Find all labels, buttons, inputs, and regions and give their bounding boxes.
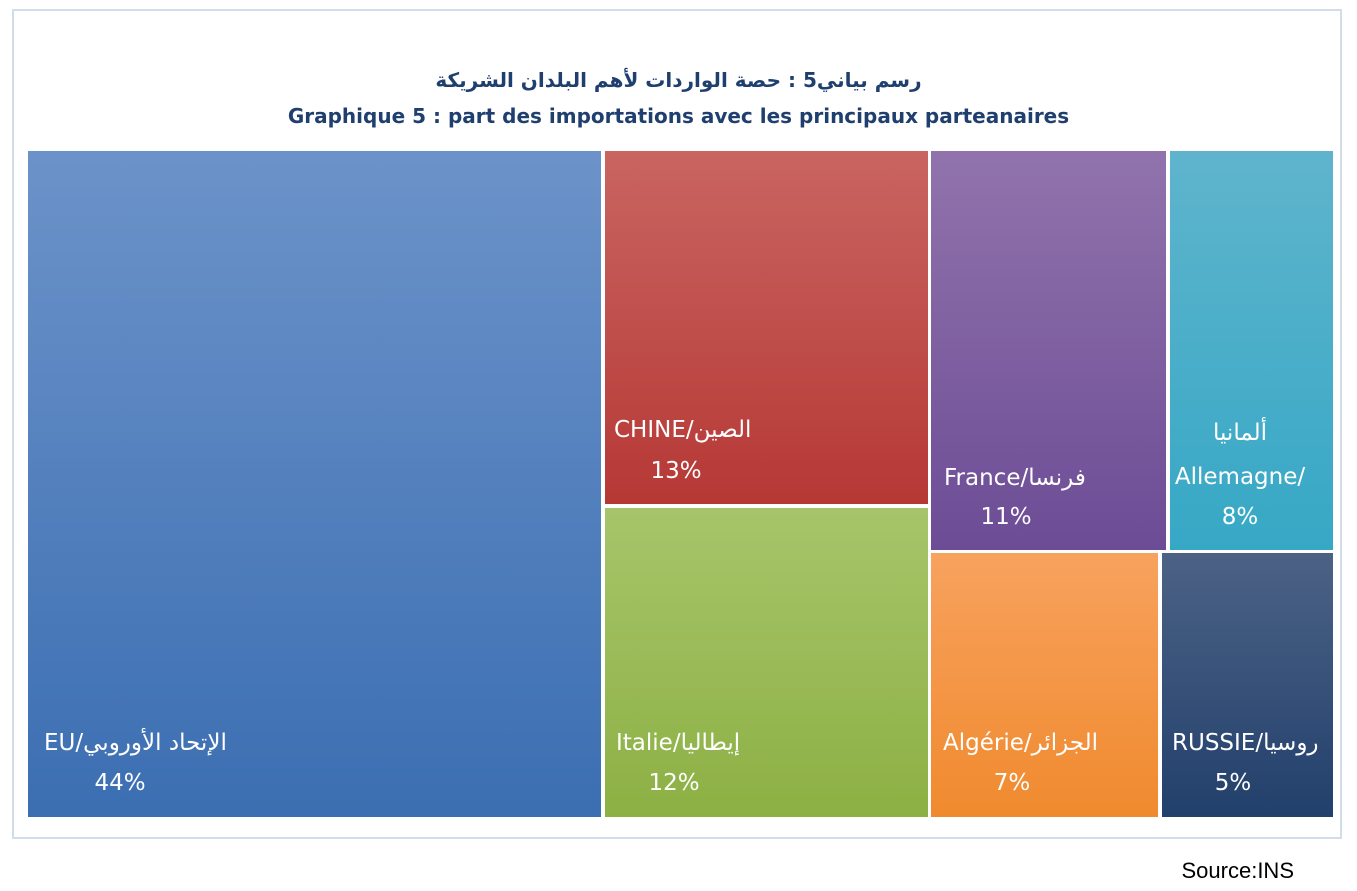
- tile-value-label: 44%: [94, 770, 145, 796]
- chart-title-french: Graphique 5 : part des importations avec…: [287, 104, 1070, 128]
- tile-label: RUSSIE/روسيا: [1172, 730, 1319, 756]
- treemap-tile: [931, 151, 1166, 550]
- tile-value-label: 12%: [648, 770, 699, 796]
- tile-value-label: 7%: [994, 770, 1031, 796]
- treemap-tile: [1162, 553, 1333, 817]
- tile-label: Italie/إيطاليا: [616, 730, 740, 756]
- chart-title-arabic: رسم بياني5 : حصة الواردات لأهم البلدان ا…: [435, 68, 922, 92]
- tile-label: France/فرنسا: [944, 465, 1086, 491]
- treemap-tile: [1170, 151, 1333, 550]
- treemap-tile: [28, 151, 601, 817]
- source-note: Source:INS: [1181, 858, 1295, 883]
- tile-value-label: 5%: [1215, 770, 1252, 796]
- tile-label: Allemagne/: [1175, 464, 1305, 490]
- tile-value-label: 8%: [1222, 504, 1259, 530]
- tile-label: CHINE/الصين: [614, 417, 751, 443]
- tile-value-label: 11%: [980, 504, 1031, 530]
- treemap-tile: [605, 508, 928, 817]
- tile-label: Algérie/الجزائر: [943, 730, 1098, 756]
- tile-value-label: 13%: [650, 458, 701, 484]
- tile-label: ألمانيا: [1213, 417, 1267, 446]
- treemap-tile: [605, 151, 928, 504]
- tile-label: EU/الإتحاد الأوروبي: [44, 728, 227, 756]
- treemap-tile: [931, 553, 1158, 817]
